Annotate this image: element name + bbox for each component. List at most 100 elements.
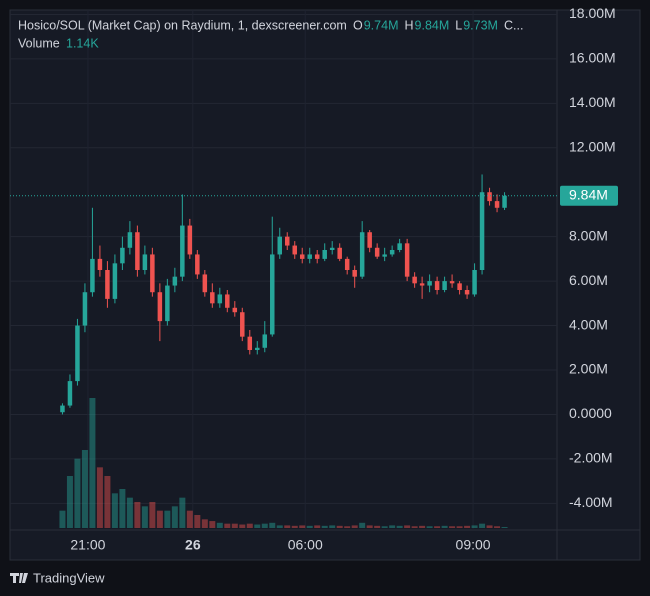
volume-bar bbox=[359, 522, 366, 528]
candle-body bbox=[449, 281, 455, 284]
legend-header: Hosico/SOL (Market Cap) on Raydium, 1, d… bbox=[18, 18, 523, 50]
y-tick-label: 0.0000 bbox=[569, 405, 612, 421]
ohlc-value: 9.74M bbox=[364, 18, 399, 32]
candle-body bbox=[262, 334, 268, 348]
candle-body bbox=[494, 201, 500, 208]
candle-body bbox=[359, 232, 365, 277]
candle-body bbox=[284, 236, 290, 246]
volume-bar bbox=[426, 526, 433, 528]
y-tick-label: 14.00M bbox=[569, 94, 616, 110]
x-tick-label: 21:00 bbox=[70, 537, 105, 553]
volume-bar bbox=[389, 525, 396, 528]
volume-bar bbox=[111, 493, 118, 528]
candle-body bbox=[479, 192, 485, 270]
y-tick-label: 6.00M bbox=[569, 272, 608, 288]
volume-bar bbox=[321, 525, 328, 528]
volume-bar bbox=[396, 525, 403, 528]
volume-bar bbox=[366, 525, 373, 528]
candle-body bbox=[202, 274, 208, 293]
volume-bar bbox=[194, 515, 201, 528]
candle-body bbox=[90, 258, 95, 293]
volume-label: Volume bbox=[18, 36, 60, 50]
candle-body bbox=[299, 254, 305, 259]
candle-body bbox=[314, 254, 320, 259]
candle-body bbox=[322, 250, 327, 259]
volume-bar bbox=[171, 506, 178, 528]
candle-body bbox=[120, 247, 125, 264]
candle-body bbox=[82, 292, 88, 326]
volume-bar bbox=[96, 467, 103, 528]
volume-bar bbox=[216, 522, 223, 528]
x-tick-label: 06:00 bbox=[288, 537, 323, 553]
volume-bar bbox=[59, 510, 66, 528]
volume-bar bbox=[179, 497, 186, 528]
volume-bar bbox=[329, 525, 336, 528]
volume-bar bbox=[149, 502, 156, 528]
volume-bar bbox=[464, 525, 471, 528]
y-tick-label: 2.00M bbox=[569, 361, 608, 377]
candle-body bbox=[180, 225, 185, 277]
volume-bar bbox=[284, 525, 291, 528]
volume-bar bbox=[119, 489, 126, 528]
volume-bar bbox=[501, 527, 508, 528]
candle-body bbox=[389, 250, 395, 255]
volume-bar bbox=[419, 525, 426, 528]
candle-body bbox=[434, 281, 440, 290]
volume-bar bbox=[411, 526, 418, 528]
candle-body bbox=[442, 281, 447, 290]
volume-bar bbox=[104, 476, 111, 528]
volume-bar bbox=[441, 525, 448, 528]
candle-body bbox=[344, 258, 350, 270]
candle-body bbox=[142, 254, 148, 270]
candle-body bbox=[427, 281, 432, 286]
candle-body bbox=[247, 336, 253, 350]
y-tick-label: 16.00M bbox=[569, 50, 616, 66]
candle-body bbox=[210, 292, 215, 304]
candle-body bbox=[329, 247, 335, 250]
volume-bar bbox=[201, 519, 208, 528]
volume-bar bbox=[314, 525, 321, 528]
ohlc-key: C... bbox=[504, 18, 523, 32]
candle-body bbox=[382, 254, 387, 257]
candle-body bbox=[404, 243, 410, 277]
candle-body bbox=[270, 254, 275, 335]
y-tick-label: -2.00M bbox=[569, 450, 613, 466]
candle-body bbox=[397, 243, 402, 250]
volume-bar bbox=[374, 525, 381, 528]
candle-body bbox=[472, 270, 477, 295]
brand-logo bbox=[10, 573, 28, 583]
volume-bar bbox=[336, 525, 343, 528]
volume-bar bbox=[209, 521, 216, 528]
volume-bar bbox=[269, 522, 276, 528]
y-tick-label: 4.00M bbox=[569, 316, 608, 332]
last-price-badge bbox=[560, 185, 618, 206]
volume-bar bbox=[239, 524, 246, 528]
volume-layer bbox=[59, 398, 508, 528]
ohlc-key: L bbox=[455, 18, 462, 32]
candle-body bbox=[240, 312, 245, 337]
volume-bar bbox=[246, 523, 253, 528]
volume-bar bbox=[231, 523, 238, 528]
candle-body bbox=[337, 247, 342, 259]
volume-bar bbox=[81, 450, 88, 528]
volume-bar bbox=[404, 525, 411, 528]
volume-value: 1.14K bbox=[66, 36, 99, 50]
candle-body bbox=[419, 283, 425, 286]
volume-bar bbox=[344, 526, 351, 528]
candle-body bbox=[255, 347, 260, 350]
volume-bar bbox=[471, 525, 478, 528]
candle-body bbox=[217, 294, 223, 304]
candle-body bbox=[232, 307, 238, 313]
volume-bar bbox=[434, 526, 441, 528]
ohlc-key: O bbox=[353, 18, 363, 32]
candle-body bbox=[352, 270, 357, 277]
brand: TradingView bbox=[10, 570, 105, 585]
volume-bar bbox=[134, 502, 141, 528]
candle-body bbox=[172, 276, 178, 286]
candle-body bbox=[165, 285, 170, 322]
candle-body bbox=[112, 263, 118, 299]
candle-body bbox=[60, 405, 65, 413]
candle-layer bbox=[60, 174, 507, 415]
